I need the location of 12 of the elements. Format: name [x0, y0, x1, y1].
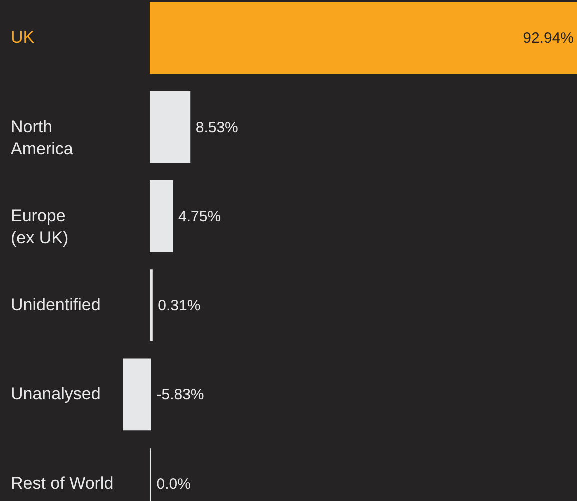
- data-label: 8.53%: [196, 119, 238, 136]
- y-tick-label: UK: [11, 28, 36, 48]
- data-label: 4.75%: [178, 208, 222, 226]
- data-label: 0.31%: [158, 298, 201, 315]
- data-label: -5.83%: [156, 386, 204, 404]
- y-tick-label: Europe (ex UK): [11, 206, 69, 248]
- data-label: 0.0%: [156, 476, 191, 493]
- data-label: 92.94%: [523, 30, 574, 48]
- y-tick-label: Rest of World: [11, 474, 114, 493]
- y-tick-label: North America: [11, 117, 74, 158]
- y-tick-label: Unidentified: [11, 296, 101, 315]
- y-tick-label: Unanalysed: [11, 384, 101, 404]
